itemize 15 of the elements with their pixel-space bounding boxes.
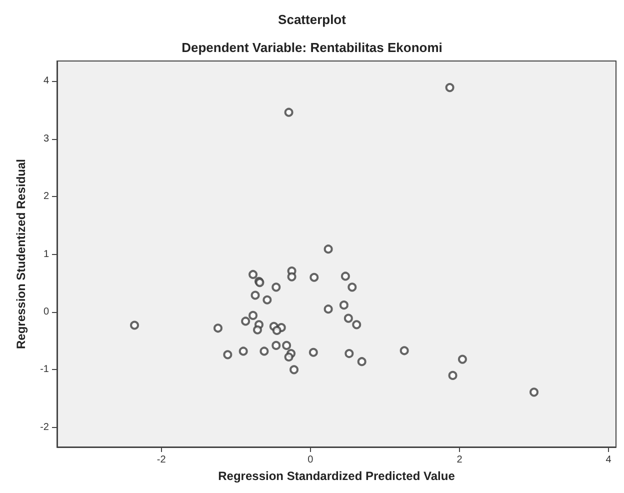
- chart-title: Scatterplot: [278, 12, 347, 27]
- x-tick-label: 0: [308, 454, 314, 466]
- y-tick-label: -2: [40, 422, 50, 433]
- x-tick-label: -2: [156, 454, 166, 466]
- y-tick-label: 0: [43, 306, 50, 318]
- chart-subtitle: Dependent Variable: Rentabilitas Ekonomi: [182, 40, 442, 55]
- y-tick-label: 1: [43, 248, 50, 260]
- y-tick-label: 3: [43, 133, 50, 144]
- y-tick-label: 2: [43, 191, 50, 202]
- x-axis-title: Regression Standardized Predicted Value: [218, 468, 456, 483]
- x-tick-label: 2: [456, 454, 463, 466]
- y-tick-label: 4: [43, 76, 50, 87]
- y-axis-title: Regression Studentized Residual: [14, 158, 28, 350]
- y-tick-label: -1: [40, 364, 50, 376]
- x-tick-label: 4: [606, 454, 612, 466]
